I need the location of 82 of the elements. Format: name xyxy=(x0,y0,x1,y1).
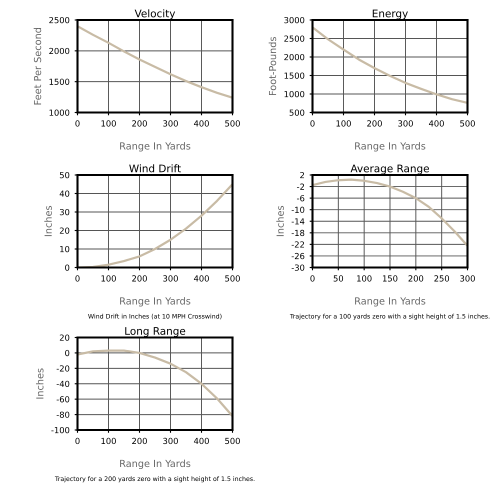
x-tick-label: 100 xyxy=(101,438,116,444)
x-tick-label: 500 xyxy=(460,120,475,127)
y-tick-label: 40 xyxy=(60,190,70,197)
y-tick-label: -60 xyxy=(56,396,70,402)
y-tick-label: 2500 xyxy=(49,16,70,24)
y-tick-label: 2000 xyxy=(49,48,70,54)
y-tick-label: 1500 xyxy=(284,72,304,79)
x-axis-title: Range In Yards xyxy=(355,142,426,152)
chart-title: Wind Drift xyxy=(129,164,181,172)
x-tick-label: 100 xyxy=(101,120,116,127)
y-axis-title: Feet Per Second xyxy=(34,28,42,104)
y-tick-label: 20 xyxy=(60,334,70,341)
chart-title: Long Range xyxy=(125,327,186,337)
line-series xyxy=(78,349,232,418)
y-tick-label: -2 xyxy=(296,184,304,190)
x-tick-label: 0 xyxy=(75,438,80,444)
x-tick-label: 300 xyxy=(163,120,178,127)
x-tick-label: 250 xyxy=(434,275,450,282)
x-tick-label: 400 xyxy=(194,275,209,282)
x-tick-label: 300 xyxy=(398,120,413,127)
y-tick-label: -26 xyxy=(292,252,304,260)
chart-title: Velocity xyxy=(134,9,176,20)
x-tick-label: 50 xyxy=(334,275,344,282)
y-tick-label: 0 xyxy=(65,350,70,356)
y-tick-label: 1000 xyxy=(284,90,304,98)
x-tick-label: 200 xyxy=(132,275,147,282)
y-tick-label: 10 xyxy=(60,246,70,252)
y-axis-title: Foot-Pounds xyxy=(268,36,276,96)
y-tick-label: -20 xyxy=(56,365,70,372)
x-tick-label: 0 xyxy=(75,275,80,282)
x-tick-label: 400 xyxy=(428,120,444,127)
y-tick-label: 20 xyxy=(60,227,70,234)
x-tick-label: 500 xyxy=(225,275,240,282)
x-tick-label: 500 xyxy=(225,438,240,444)
y-tick-label: -6 xyxy=(296,195,304,202)
x-tick-label: 300 xyxy=(163,275,178,282)
y-tick-label: 3000 xyxy=(284,16,304,24)
y-tick-label: 50 xyxy=(60,172,70,178)
x-tick-label: 0 xyxy=(310,275,315,282)
x-tick-label: 100 xyxy=(101,275,116,282)
line-series xyxy=(78,25,232,99)
chart-title: Energy xyxy=(372,10,408,20)
line-series xyxy=(312,178,468,247)
x-tick-label: 150 xyxy=(382,275,398,282)
chart-title: Average Range xyxy=(350,164,429,174)
x-tick-label: 200 xyxy=(132,120,147,127)
y-tick-label: -10 xyxy=(292,206,304,213)
x-tick-label: 100 xyxy=(357,275,372,282)
x-tick-label: 0 xyxy=(75,120,80,127)
y-tick-label: -14 xyxy=(292,218,304,224)
y-tick-label: 0 xyxy=(65,264,70,271)
y-tick-label: -30 xyxy=(292,264,304,271)
x-tick-label: 100 xyxy=(336,120,351,127)
x-tick-label: 200 xyxy=(408,275,424,282)
y-tick-label: 2000 xyxy=(284,54,304,60)
x-tick-label: 0 xyxy=(310,120,315,127)
y-tick-label: -22 xyxy=(292,241,304,248)
y-tick-label: 1500 xyxy=(50,78,70,85)
y-tick-label: 500 xyxy=(290,109,304,116)
y-tick-label: -80 xyxy=(56,412,70,418)
x-tick-label: 300 xyxy=(163,438,178,444)
y-axis-title: Inches xyxy=(276,206,284,236)
y-axis-title: Inches xyxy=(36,368,44,399)
y-tick-label: -100 xyxy=(51,426,70,434)
y-axis-title: Inches xyxy=(44,206,52,236)
x-axis-title: Range In Yards xyxy=(355,297,426,306)
y-tick-label: -18 xyxy=(292,230,304,236)
x-tick-label: 400 xyxy=(194,438,209,444)
y-tick-label: 2 xyxy=(300,172,304,178)
y-tick-label: 2500 xyxy=(284,35,304,42)
line-series xyxy=(312,26,468,104)
x-tick-label: 400 xyxy=(194,120,209,127)
y-tick-label: -40 xyxy=(56,380,70,388)
x-tick-label: 200 xyxy=(367,120,382,127)
x-tick-label: 200 xyxy=(132,438,147,444)
x-axis-title: Range In Yards xyxy=(120,460,190,469)
x-axis-title: Range In Yards xyxy=(120,297,190,306)
x-tick-label: 300 xyxy=(460,275,475,282)
x-tick-label: 500 xyxy=(225,120,240,127)
y-tick-label: 1000 xyxy=(50,109,70,116)
x-axis-title: Range In Yards xyxy=(120,142,190,152)
y-tick-label: 30 xyxy=(60,208,70,216)
